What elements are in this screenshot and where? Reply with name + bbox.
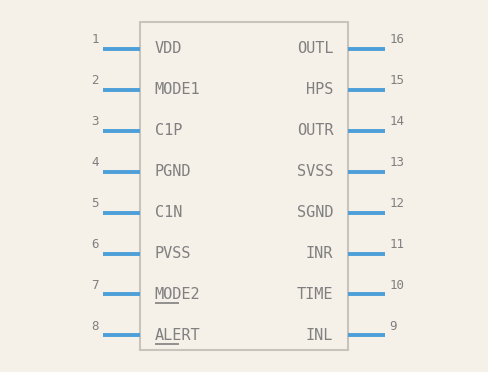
Text: SGND: SGND (297, 205, 333, 220)
Text: 3: 3 (91, 115, 99, 128)
Text: 6: 6 (91, 238, 99, 251)
Text: OUTL: OUTL (297, 41, 333, 57)
Text: C1P: C1P (155, 123, 182, 138)
Text: 14: 14 (389, 115, 404, 128)
Text: MODE2: MODE2 (155, 287, 201, 302)
Text: TIME: TIME (297, 287, 333, 302)
Text: 5: 5 (91, 197, 99, 210)
Text: C1N: C1N (155, 205, 182, 220)
Text: 12: 12 (389, 197, 404, 210)
Bar (140, 22, 348, 350)
Text: 10: 10 (389, 279, 404, 292)
Text: 16: 16 (389, 33, 404, 46)
Text: INL: INL (306, 328, 333, 343)
Text: 11: 11 (389, 238, 404, 251)
Text: VDD: VDD (155, 41, 182, 57)
Text: 9: 9 (389, 320, 397, 333)
Text: INR: INR (306, 246, 333, 261)
Text: OUTR: OUTR (297, 123, 333, 138)
Text: HPS: HPS (306, 82, 333, 97)
Text: 8: 8 (91, 320, 99, 333)
Text: PVSS: PVSS (155, 246, 191, 261)
Text: MODE1: MODE1 (155, 82, 201, 97)
Text: 2: 2 (91, 74, 99, 87)
Text: 15: 15 (389, 74, 404, 87)
Text: ALERT: ALERT (155, 328, 201, 343)
Text: 4: 4 (91, 156, 99, 169)
Text: 1: 1 (91, 33, 99, 46)
Text: 7: 7 (91, 279, 99, 292)
Text: 13: 13 (389, 156, 404, 169)
Text: PGND: PGND (155, 164, 191, 179)
Text: SVSS: SVSS (297, 164, 333, 179)
